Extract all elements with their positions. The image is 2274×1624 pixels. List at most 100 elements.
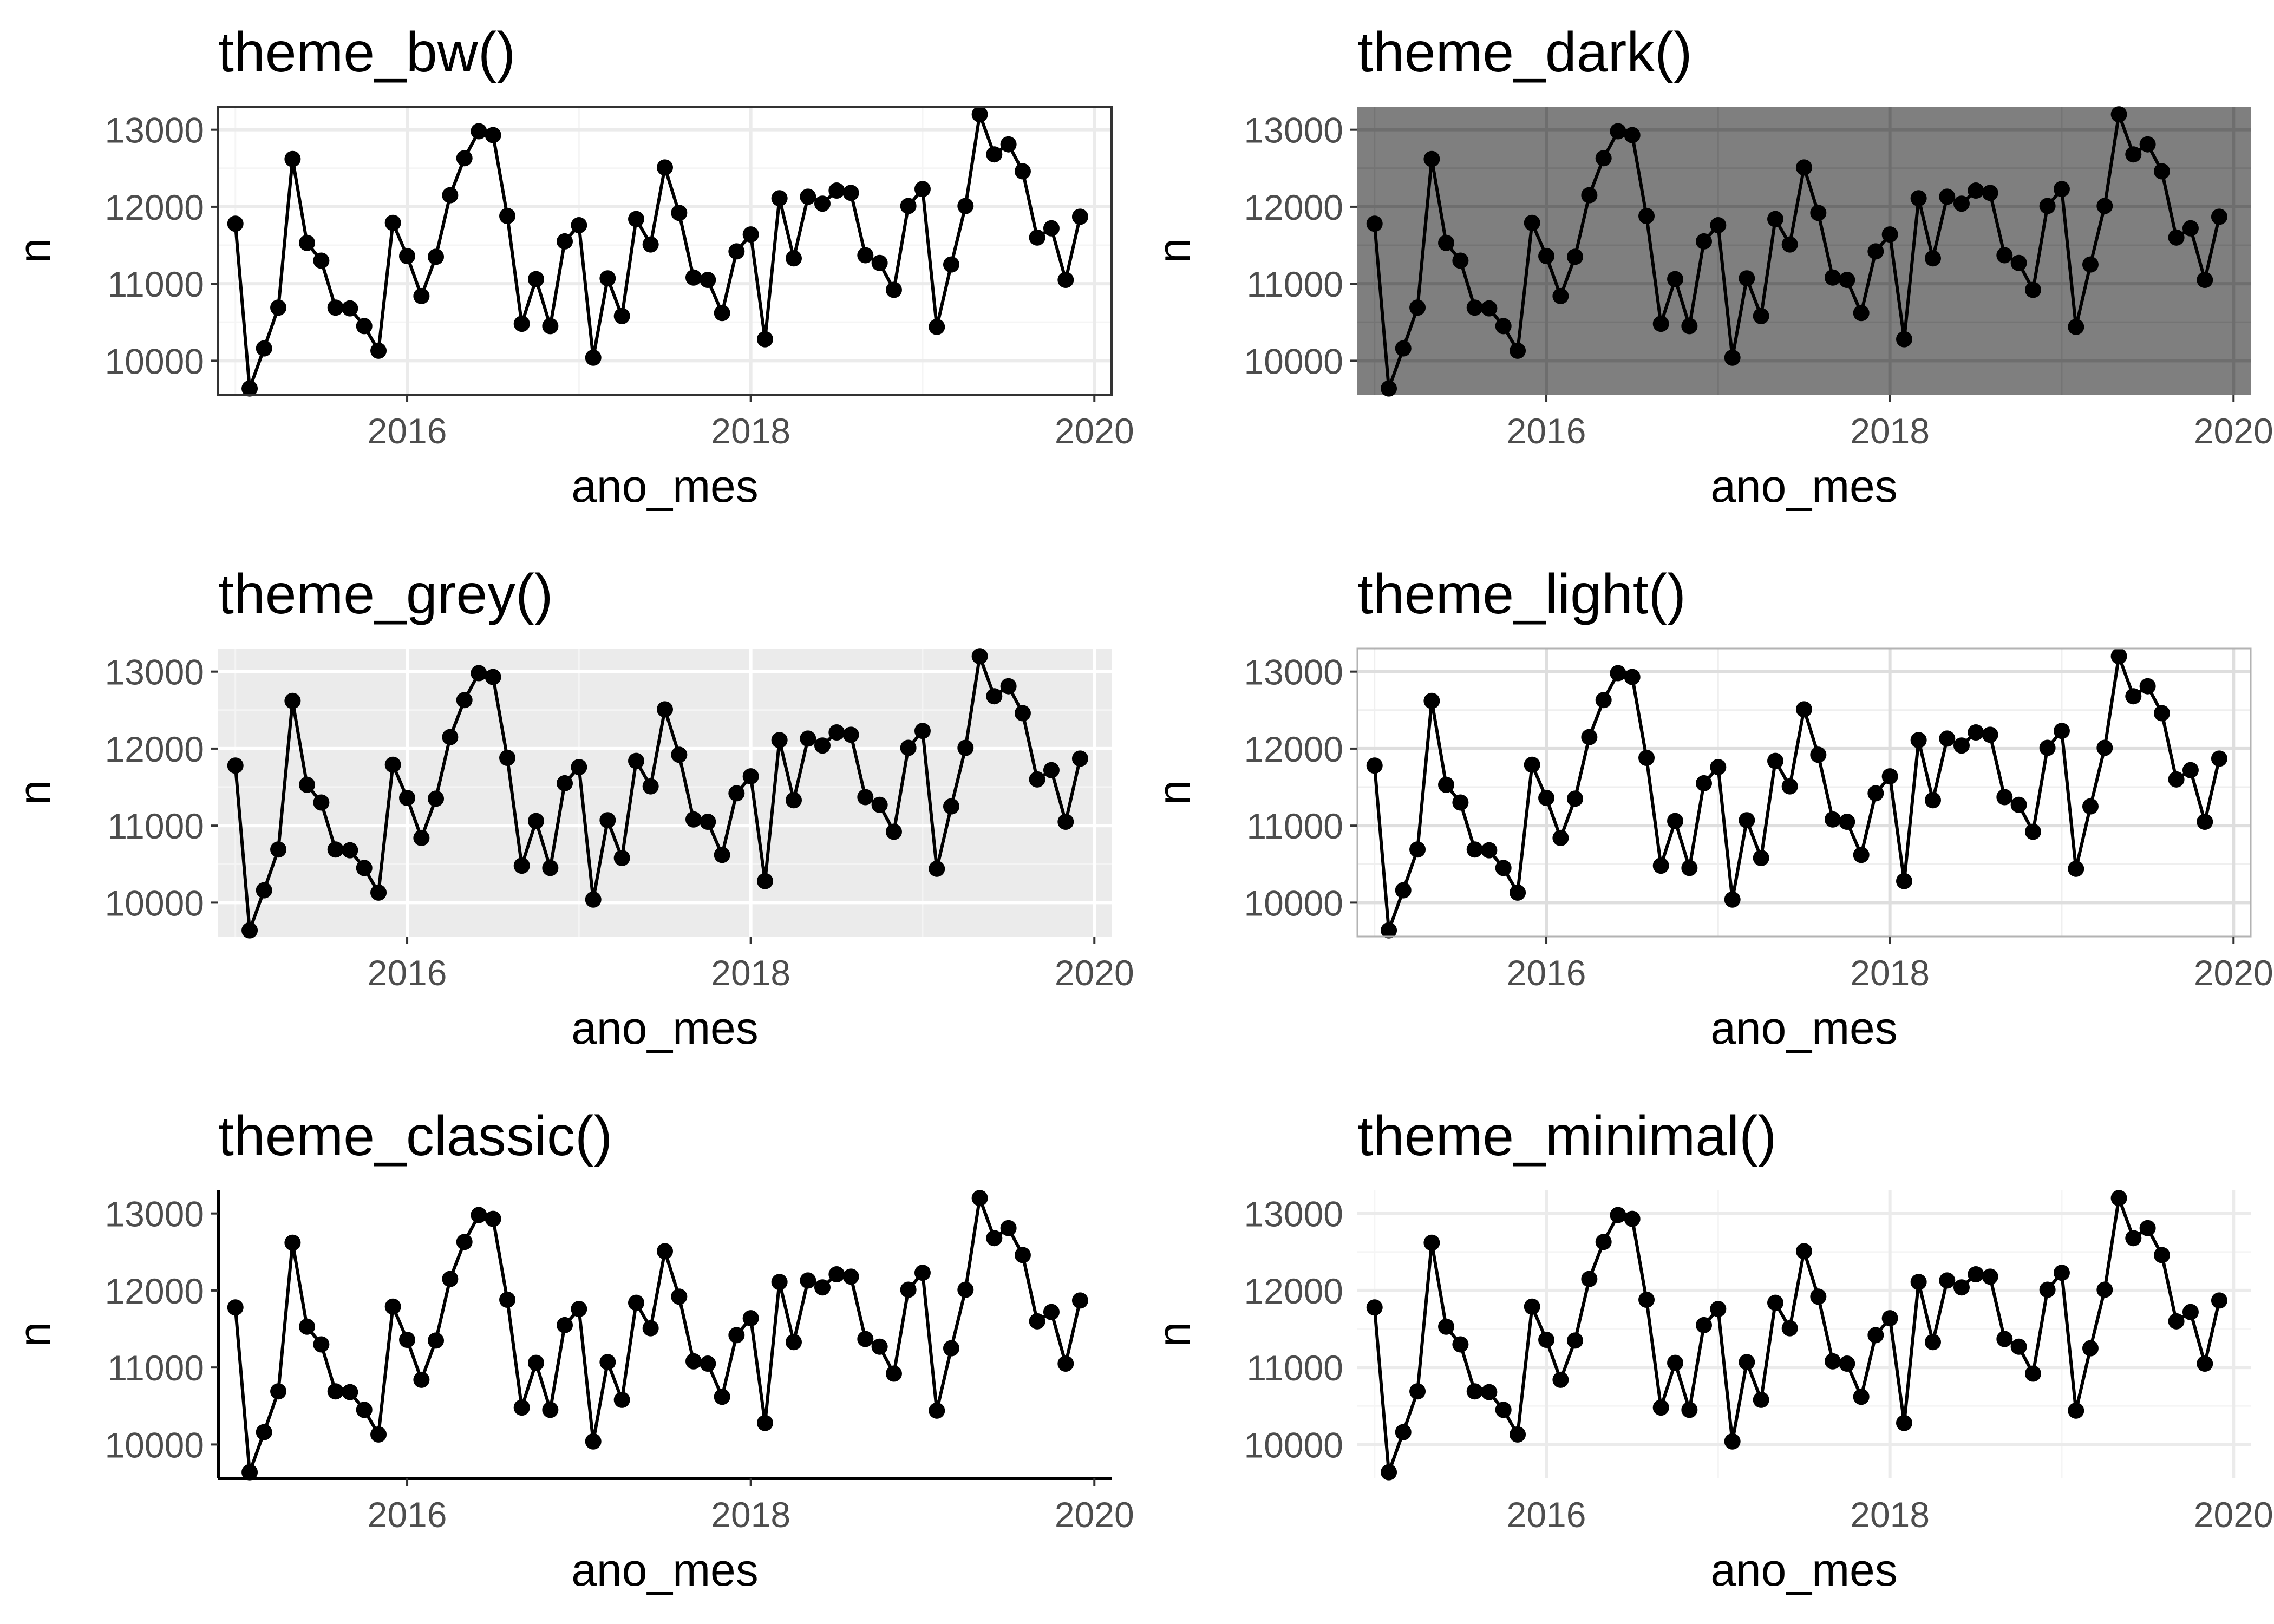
- data-point: [1896, 331, 1912, 348]
- data-point: [1510, 342, 1526, 359]
- data-point: [2139, 678, 2156, 695]
- panel-border: [1356, 647, 2252, 938]
- data-point: [685, 811, 702, 828]
- data-point: [1739, 270, 1755, 287]
- data-point: [342, 1384, 358, 1400]
- x-tick-label: 2018: [711, 1495, 790, 1535]
- data-point: [399, 247, 416, 264]
- data-point: [284, 692, 301, 709]
- data-point: [1595, 692, 1612, 709]
- data-point: [1652, 316, 1669, 332]
- data-point: [2082, 256, 2099, 273]
- data-point: [2168, 229, 2185, 246]
- data-point: [2153, 163, 2170, 180]
- y-tick-label: 10000: [104, 341, 204, 381]
- data-point: [986, 1230, 1003, 1247]
- data-point: [613, 849, 630, 866]
- data-point: [1538, 247, 1555, 264]
- data-point: [785, 792, 802, 809]
- y-tick-label: 12000: [1244, 1271, 1343, 1311]
- data-point: [1710, 1301, 1727, 1318]
- panel-background: [218, 107, 1112, 395]
- panel-bw: theme_bw() 10000 11000 12000 13000 2016 2018 20…: [9, 21, 1134, 512]
- data-point: [771, 1274, 788, 1291]
- data-point: [1395, 882, 1412, 899]
- y-tick-label: 13000: [104, 1194, 204, 1234]
- data-point: [1538, 1331, 1555, 1348]
- data-point: [914, 723, 931, 739]
- panel-classic: theme_classic() 10000 11000 12000 13000 2016 2…: [9, 1105, 1134, 1595]
- data-point: [2211, 750, 2227, 767]
- data-point: [1896, 1415, 1912, 1431]
- data-point: [1366, 1299, 1383, 1316]
- data-point: [1996, 247, 2013, 264]
- x-tick-label: 2018: [1850, 953, 1930, 993]
- data-point: [1495, 318, 1512, 335]
- data-point: [1910, 1274, 1927, 1291]
- x-tick-label: 2020: [1055, 1495, 1134, 1535]
- data-point: [742, 226, 759, 243]
- data-point: [241, 1464, 258, 1481]
- data-point: [384, 1298, 401, 1315]
- data-point: [241, 922, 258, 939]
- y-axis-title: n: [9, 780, 60, 806]
- data-point: [800, 1272, 816, 1289]
- data-point: [885, 1365, 902, 1382]
- data-point: [528, 271, 545, 287]
- data-point: [1466, 841, 1483, 858]
- y-axis-title: n: [1148, 780, 1199, 806]
- data-point: [1366, 215, 1383, 232]
- data-point: [442, 1271, 459, 1287]
- data-point: [1853, 847, 1870, 863]
- x-tick-label: 2016: [1507, 411, 1586, 451]
- data-point: [1939, 188, 1956, 205]
- data-point: [542, 1402, 559, 1418]
- data-point: [1595, 1234, 1612, 1250]
- data-point: [413, 287, 430, 304]
- y-tick-label: 13000: [1244, 1194, 1343, 1234]
- data-point: [914, 181, 931, 198]
- data-point: [413, 1371, 430, 1388]
- data-point: [485, 127, 501, 143]
- data-point: [1452, 252, 1469, 269]
- data-point: [971, 1190, 988, 1207]
- data-point: [1839, 272, 1855, 289]
- y-tick-label: 10000: [1244, 341, 1343, 381]
- data-point: [2211, 208, 2227, 225]
- data-point: [428, 248, 445, 265]
- data-point: [370, 1426, 387, 1443]
- data-point: [785, 250, 802, 267]
- data-point: [1867, 785, 1884, 802]
- data-point: [842, 1268, 859, 1285]
- y-tick-label: 12000: [104, 187, 204, 227]
- data-point: [1853, 305, 1870, 322]
- data-point: [2197, 814, 2213, 830]
- data-point: [943, 798, 959, 815]
- y-tick-label: 12000: [104, 1271, 204, 1311]
- data-point: [1395, 340, 1412, 357]
- data-point: [1381, 380, 1397, 397]
- data-point: [1753, 307, 1769, 324]
- data-point: [814, 737, 831, 754]
- x-tick-label: 2016: [368, 1495, 447, 1535]
- data-point: [957, 198, 974, 214]
- y-tick-label: 11000: [107, 1348, 204, 1388]
- y-axis-title: n: [1148, 1322, 1199, 1347]
- data-point: [370, 884, 387, 901]
- data-point: [2010, 796, 2027, 813]
- data-point: [1696, 1317, 1713, 1333]
- data-point: [1839, 1355, 1855, 1372]
- panel-background: [1357, 1190, 2251, 1478]
- data-point: [2010, 254, 2027, 271]
- data-point: [1939, 730, 1956, 747]
- data-point: [499, 749, 516, 766]
- x-tick-label: 2016: [1507, 953, 1586, 993]
- data-point: [857, 247, 874, 264]
- data-point: [1824, 1353, 1841, 1370]
- x-tick-label: 2018: [711, 953, 790, 993]
- data-point: [1953, 1279, 1970, 1296]
- data-point: [456, 150, 473, 167]
- data-point: [485, 669, 501, 685]
- data-point: [1381, 1464, 1397, 1481]
- data-point: [1853, 1389, 1870, 1405]
